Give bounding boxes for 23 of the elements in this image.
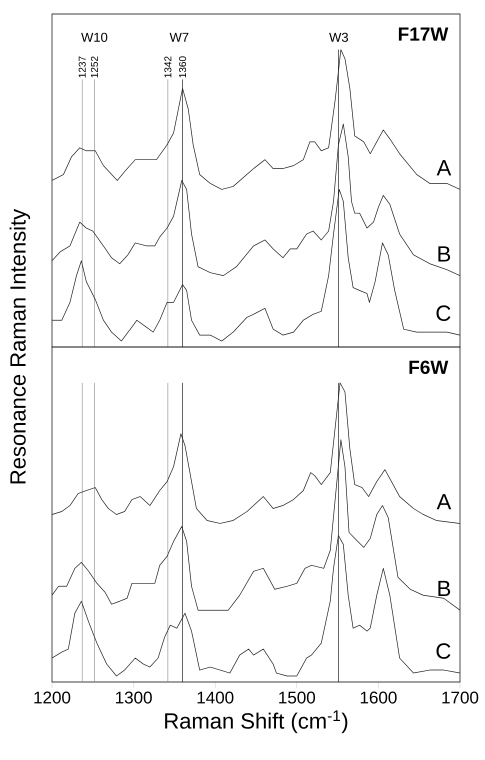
series-label: C	[436, 643, 450, 659]
x-tick-label: 1600	[360, 692, 397, 704]
series-label: A	[436, 160, 452, 176]
text: W10	[81, 32, 108, 42]
x-tick-label: 1700	[442, 692, 478, 704]
series-label: B	[438, 580, 450, 596]
x-tick-label: 1200	[34, 692, 70, 704]
chart-title: F6W	[409, 360, 448, 374]
ref-line-label: 1342	[164, 56, 172, 78]
series-label: C	[436, 305, 450, 322]
ref-line-label: 1252	[90, 56, 98, 78]
x-tick-label: 1500	[279, 692, 316, 704]
y-axis-title: Resonance Raman Intensity	[10, 208, 30, 484]
x-tick-label: 1300	[116, 692, 152, 704]
text: W3	[329, 32, 348, 42]
x-axis-title: Raman Shift (cm$^{-1}$)	[165, 710, 348, 734]
x-tick-label: 1400	[198, 692, 234, 704]
series-label: B	[438, 246, 450, 262]
series-label: A	[436, 494, 452, 510]
ref-line-label: 1360	[179, 56, 186, 78]
text: W7	[170, 32, 188, 42]
ref-line-label: 1237	[78, 56, 86, 78]
chart-title: F17W	[398, 28, 448, 41]
